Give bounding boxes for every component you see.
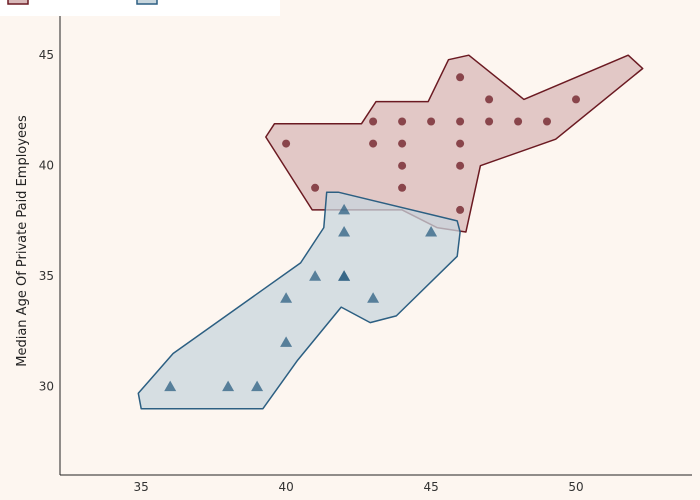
data-point-circle[interactable] [485,117,494,126]
data-point-triangle[interactable] [338,270,351,281]
x-tick-label: 35 [134,480,149,494]
legend [0,0,280,16]
data-point-circle[interactable] [456,73,465,82]
data-point-triangle[interactable] [164,380,177,392]
x-tick-label: 50 [568,480,583,494]
data-point-circle[interactable] [456,117,465,126]
data-point-triangle[interactable] [280,336,293,347]
data-point-circle[interactable] [398,183,407,192]
legend-swatch-series-2[interactable] [136,0,158,5]
x-tick-labels: 35 40 45 50 [134,480,584,494]
data-point-triangle[interactable] [251,380,264,392]
data-point-circle[interactable] [572,95,580,104]
data-point-circle[interactable] [456,139,465,148]
data-point-circle[interactable] [427,117,436,126]
data-point-circle[interactable] [369,117,378,126]
data-point-circle[interactable] [369,139,378,148]
y-tick-label: 35 [39,269,54,283]
hull-layer [137,54,644,410]
data-point-triangle[interactable] [222,380,235,392]
data-point-triangle[interactable] [309,270,322,281]
y-tick-labels: 30 35 40 45 [39,48,54,393]
data-point-triangle[interactable] [338,203,351,215]
points-layer [164,73,580,392]
data-point-circle[interactable] [311,183,320,192]
data-point-circle[interactable] [514,117,523,126]
data-point-circle[interactable] [485,95,494,104]
x-tick-label: 45 [423,480,438,494]
y-axis-label: Median Age Of Private Paid Employees [15,115,30,367]
y-tick-label: 40 [39,159,54,173]
data-point-circle[interactable] [456,205,465,214]
data-point-triangle[interactable] [367,292,380,303]
data-point-circle[interactable] [543,117,551,126]
legend-swatch-series-1[interactable] [7,0,29,5]
data-point-triangle[interactable] [338,226,351,237]
x-tick-label: 40 [278,480,293,494]
data-point-circle[interactable] [282,139,291,148]
legend-box [0,0,280,16]
data-point-circle[interactable] [456,161,465,170]
axes [59,16,692,476]
data-point-circle[interactable] [398,161,407,170]
data-point-circle[interactable] [398,117,407,126]
data-point-triangle[interactable] [280,292,293,303]
data-point-triangle[interactable] [425,226,438,237]
y-tick-label: 30 [39,380,54,394]
y-tick-label: 45 [39,48,54,62]
hull-series-2 [137,191,461,410]
data-point-circle[interactable] [398,139,407,148]
